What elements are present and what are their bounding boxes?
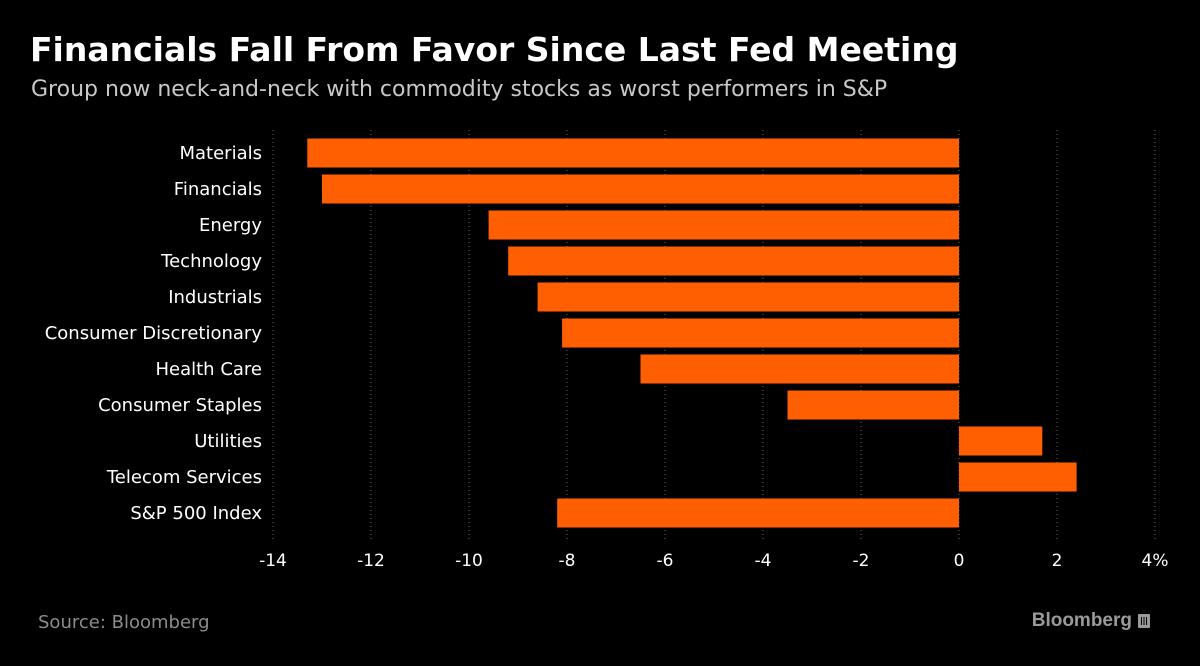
bar (508, 246, 959, 276)
bar (640, 354, 959, 384)
x-tick-label: 0 (954, 551, 965, 571)
x-tick-label: 4% (1142, 551, 1169, 571)
bar (787, 390, 959, 420)
bar (959, 462, 1077, 492)
category-label: Technology (160, 251, 262, 272)
bar (557, 498, 959, 528)
bar (307, 138, 959, 168)
bloomberg-logo: Bloomberg (1032, 610, 1150, 632)
bar (562, 318, 959, 348)
x-tick-label: -2 (853, 551, 870, 571)
category-label: Materials (179, 143, 262, 164)
category-label: Telecom Services (106, 467, 262, 488)
category-label: Consumer Staples (98, 395, 262, 416)
brand-label: Bloomberg (1031, 610, 1132, 631)
bar (537, 282, 959, 312)
x-tick-label: -6 (657, 551, 674, 571)
source-note: Source: Bloomberg (38, 612, 210, 633)
x-tick-label: 2 (1052, 551, 1063, 571)
chart-title: Financials Fall From Favor Since Last Fe… (30, 30, 959, 69)
category-label: Industrials (168, 287, 262, 308)
x-tick-label: -14 (259, 551, 287, 571)
bar (959, 426, 1043, 456)
bloomberg-terminal-icon (1138, 614, 1150, 628)
x-tick-label: -10 (455, 551, 483, 571)
x-tick-label: -12 (357, 551, 385, 571)
category-label: Consumer Discretionary (45, 323, 263, 344)
bar (322, 174, 959, 204)
category-label: Utilities (194, 431, 262, 452)
category-label: Financials (174, 179, 262, 200)
chart-subtitle: Group now neck-and-neck with commodity s… (31, 77, 888, 102)
category-label: S&P 500 Index (130, 503, 262, 524)
x-tick-label: -8 (559, 551, 576, 571)
x-tick-label: -4 (755, 551, 772, 571)
bar (488, 210, 959, 240)
category-label: Health Care (155, 359, 262, 380)
category-label: Energy (199, 215, 262, 236)
